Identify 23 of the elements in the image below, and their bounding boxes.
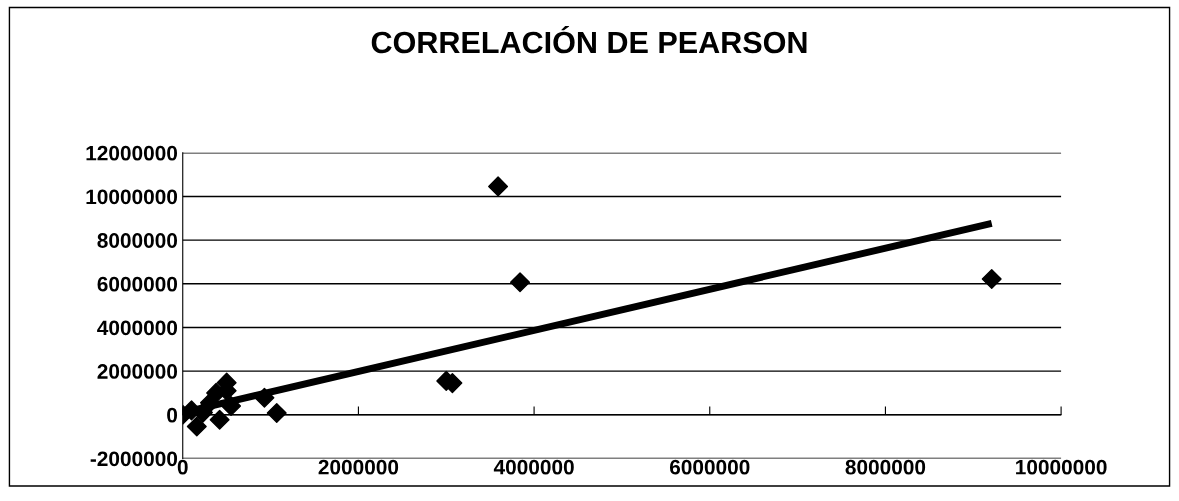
x-tick-label: 0 <box>177 459 188 475</box>
point <box>981 268 1002 289</box>
y-tick-label: 4000000 <box>97 320 178 336</box>
point <box>488 176 509 197</box>
x-tick-label: 4000000 <box>493 459 574 475</box>
x-tick-label: 2000000 <box>318 459 399 475</box>
y-tick-label: 0 <box>167 407 178 423</box>
y-tick-label: 2000000 <box>97 364 178 379</box>
x-tick-label: 8000000 <box>845 459 926 475</box>
point <box>186 416 207 437</box>
point <box>510 272 531 293</box>
point <box>221 396 242 417</box>
point <box>254 387 275 408</box>
chart-title: CORRELACIÓN DE PEARSON <box>371 25 807 54</box>
y-tick-label: 10000000 <box>86 189 178 205</box>
y-tick-label: 8000000 <box>97 233 178 248</box>
y-tick-label: -2000000 <box>90 451 178 467</box>
point <box>209 409 230 430</box>
y-tick-label: 6000000 <box>97 276 178 292</box>
y-tick-label: 12000000 <box>86 145 178 161</box>
point <box>266 402 287 424</box>
x-tick-label: 6000000 <box>669 459 750 475</box>
x-tick-label: 10000000 <box>1016 459 1107 475</box>
